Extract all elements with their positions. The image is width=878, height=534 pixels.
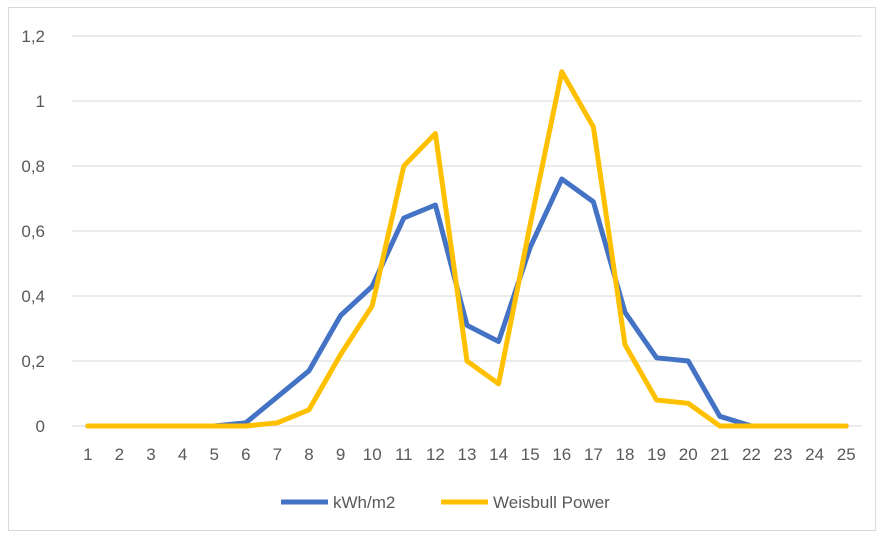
y-tick-label: 1,2 — [21, 27, 45, 46]
y-tick-label: 1 — [36, 92, 45, 111]
y-tick-label: 0 — [36, 417, 45, 436]
x-tick-label: 15 — [521, 445, 540, 464]
gridlines — [72, 35, 862, 427]
x-tick-label: 13 — [458, 445, 477, 464]
x-tick-label: 24 — [805, 445, 824, 464]
x-tick-label: 21 — [710, 445, 729, 464]
x-tick-label: 1 — [83, 445, 92, 464]
x-tick-label: 2 — [115, 445, 124, 464]
x-tick-label: 8 — [304, 445, 313, 464]
x-tick-label: 9 — [336, 445, 345, 464]
x-tick-label: 5 — [209, 445, 218, 464]
legend-label-weisbull-power: Weisbull Power — [493, 493, 610, 512]
legend: kWh/m2 Weisbull Power — [281, 493, 610, 512]
x-tick-label: 12 — [426, 445, 445, 464]
x-axis-tick-labels: 1 2 3 4 5 6 7 8 9 10 11 12 13 14 15 16 17 18 19 20 21 22 23 24 2… — [83, 445, 856, 464]
chart-frame — [8, 7, 876, 531]
legend-label-kwh: kWh/m2 — [333, 493, 395, 512]
y-tick-label: 0,4 — [21, 287, 45, 306]
x-tick-label: 19 — [647, 445, 666, 464]
x-tick-label: 18 — [616, 445, 635, 464]
x-tick-label: 14 — [489, 445, 508, 464]
series-line-kwh — [85, 176, 849, 429]
x-tick-label: 22 — [742, 445, 761, 464]
y-axis-tick-labels: 0 0,2 0,4 0,6 0,8 1 1,2 — [21, 27, 45, 436]
y-tick-label: 0,6 — [21, 222, 45, 241]
x-tick-label: 25 — [837, 445, 856, 464]
x-tick-label: 3 — [146, 445, 155, 464]
x-tick-label: 10 — [363, 445, 382, 464]
y-tick-label: 0,8 — [21, 157, 45, 176]
x-tick-label: 23 — [774, 445, 793, 464]
x-tick-label: 6 — [241, 445, 250, 464]
x-tick-label: 17 — [584, 445, 603, 464]
x-tick-label: 4 — [178, 445, 187, 464]
x-tick-label: 7 — [273, 445, 282, 464]
y-tick-label: 0,2 — [21, 352, 45, 371]
x-tick-label: 16 — [552, 445, 571, 464]
series-lines — [85, 69, 849, 429]
x-tick-label: 20 — [679, 445, 698, 464]
series-line-weisbull-power — [85, 69, 849, 429]
x-tick-label: 11 — [395, 445, 413, 464]
